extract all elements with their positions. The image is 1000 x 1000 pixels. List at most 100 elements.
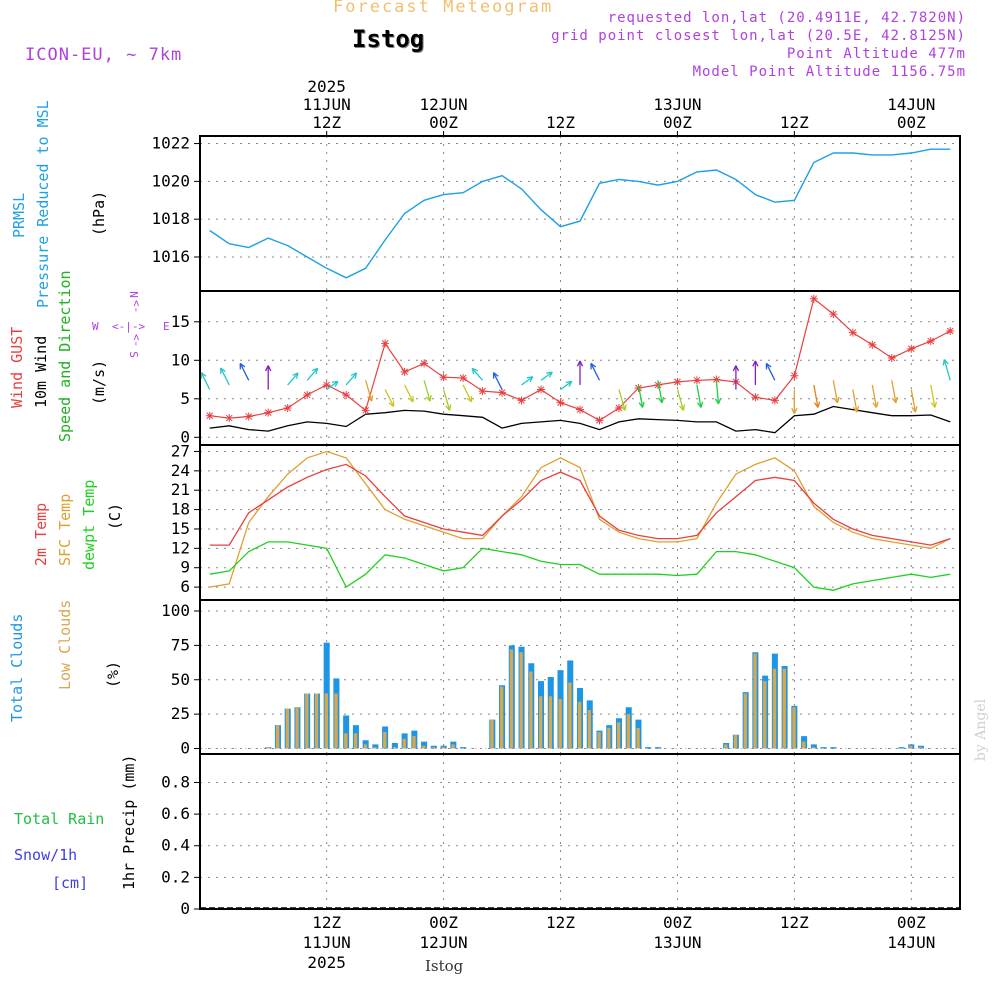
top-time-label: 00Z [663, 113, 692, 132]
wind-gust-marker [614, 404, 623, 413]
wind-arrow-head [407, 395, 414, 403]
compass-west: W [92, 320, 99, 333]
y-tick-label: 75 [171, 635, 190, 654]
total-rain-label: Total Rain [14, 810, 105, 828]
wind-arrow-head [471, 367, 478, 375]
wind-arrow-head [657, 396, 665, 404]
wind-arrow-head [265, 365, 272, 372]
snow-unit-label: [cm] [52, 874, 89, 892]
y-tick-label: 12 [171, 538, 190, 557]
y-tick-label: 100 [161, 601, 190, 620]
wind-arrow-head [220, 367, 226, 374]
low-clouds-bar [539, 696, 543, 749]
low-clouds-bar [568, 682, 572, 749]
wind-gust-marker [420, 359, 429, 368]
wind-direction-arrow [618, 389, 626, 411]
top-time-label: 12Z [312, 113, 341, 132]
y-tick-label: 27 [171, 441, 190, 460]
model-label: ICON-EU, ~ 7km [25, 45, 183, 65]
y-tick-label: 1016 [151, 247, 190, 266]
wind-direction-arrow [220, 367, 230, 386]
wind-gust-marker [907, 344, 916, 353]
wind-arrow-head [732, 365, 740, 372]
wind-gust-marker [946, 327, 955, 336]
wind-arrow-head [331, 380, 339, 387]
wind-arrow-head [590, 362, 597, 370]
wind-unit-label: (m/s) [90, 359, 108, 405]
temp-2m-label: 2m Temp [32, 502, 50, 566]
low-clouds-bar [305, 693, 309, 749]
low-clouds-bar [363, 744, 367, 749]
low-clouds-bar [587, 710, 592, 749]
total-clouds-bar [372, 744, 379, 749]
wind-gust-marker [498, 388, 507, 397]
y-tick-label: 18 [171, 500, 190, 519]
wind-direction-arrow [200, 372, 211, 390]
wind-gust-marker [653, 380, 662, 389]
footer-station: Istog [425, 957, 464, 975]
bottom-time-label: 14JUN [887, 933, 935, 952]
wind-arrow-head [200, 372, 207, 379]
wind-arrow-head [791, 407, 798, 414]
compass-arrow-south: <- [130, 333, 144, 348]
station-name: Istog [352, 25, 425, 53]
low-clouds-bar [743, 693, 747, 749]
wind-direction-arrow [852, 389, 858, 413]
wind-direction-arrow [891, 380, 897, 403]
wind-direction-arrow [590, 363, 601, 381]
temp-unit-label: (C) [106, 502, 124, 530]
wind-arrow-head [565, 380, 573, 387]
total-clouds-bar [898, 747, 905, 749]
y-tick-label: 0.2 [161, 867, 190, 886]
wind-arrow-head [526, 376, 534, 383]
wind-gust-marker [264, 408, 273, 417]
low-clouds-bar [724, 744, 728, 749]
clouds-unit-label: (%) [104, 660, 122, 688]
y-tick-label: 0 [180, 427, 190, 446]
wind-direction-arrow [715, 380, 720, 405]
wind-arrow-head [311, 367, 319, 375]
wind-direction-arrow [423, 380, 431, 402]
wind-arrow-head [813, 401, 821, 408]
low-clouds-bar [577, 701, 582, 749]
low-clouds-bar [548, 696, 553, 749]
prmsl-label: PRMSL [10, 192, 28, 238]
wind-arrow-head [620, 404, 627, 411]
wind-arrow-head [942, 359, 949, 366]
low-clouds-bar [275, 725, 280, 749]
model-altitude: Model Point Altitude 1156.75m [692, 64, 966, 80]
total-clouds-bar [460, 747, 467, 749]
y-tick-label: 21 [171, 480, 190, 499]
wind-gust-marker [809, 294, 818, 303]
low-clouds-bar [626, 714, 631, 749]
wind-arrow-head [638, 401, 645, 408]
low-clouds-bar [733, 734, 738, 749]
wind-gust-marker [478, 387, 487, 396]
wind-gust-marker [381, 339, 390, 348]
low-clouds-bar [753, 653, 757, 749]
low-clouds-bar [782, 668, 786, 749]
low-clouds-bar [383, 732, 387, 749]
total-clouds-bar [391, 743, 398, 749]
bottom-time-label: 12Z [546, 913, 575, 932]
y-tick-label: 0.8 [161, 772, 190, 791]
compass-icon: N <- W <-|-> E <- S [90, 290, 170, 362]
bottom-time-label: 00Z [897, 913, 926, 932]
wind-gust-marker [887, 353, 896, 362]
requested-coordinates: requested lon,lat (20.4911E, 42.7820N) [607, 10, 966, 26]
wind-arrow-head [930, 401, 938, 408]
wind-arrow-head [678, 404, 686, 411]
wind-gust-marker [439, 373, 448, 382]
top-time-label: 12Z [780, 113, 809, 132]
wind-gust-marker [342, 390, 351, 399]
wind-gust-marker [303, 390, 312, 399]
wind-gust-marker [926, 337, 935, 346]
y-tick-label: 1022 [151, 134, 190, 153]
total-clouds-bar [343, 715, 350, 749]
bottom-time-label: 00Z [429, 913, 458, 932]
top-time-label: 12JUN [420, 95, 468, 114]
y-tick-label: 15 [171, 312, 190, 331]
top-time-label: 12Z [546, 113, 575, 132]
low-clouds-bar [441, 747, 445, 749]
